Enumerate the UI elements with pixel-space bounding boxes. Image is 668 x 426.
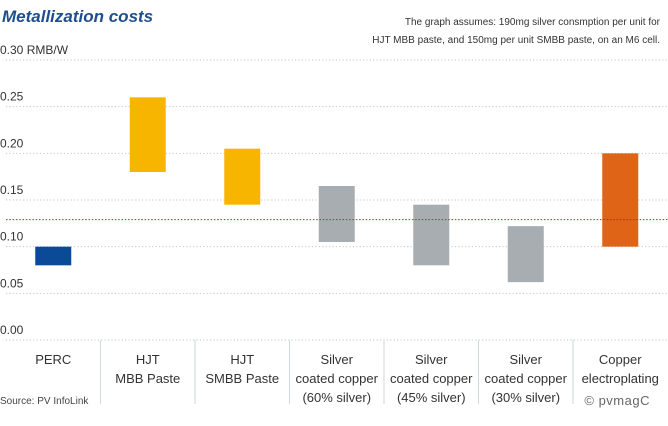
category-label: HJT MBB Paste bbox=[115, 352, 180, 386]
category-label: PERC bbox=[35, 352, 71, 367]
category-label-line: Silver bbox=[320, 352, 353, 367]
source-note: Source: PV InfoLink bbox=[0, 396, 89, 407]
category-label-line: HJT bbox=[136, 352, 160, 367]
category-label: Silver coated copper (45% silver) bbox=[390, 352, 473, 405]
y-tick-label: 0.20 bbox=[0, 136, 24, 150]
category-label-line: (45% silver) bbox=[397, 390, 466, 405]
category-label-line: SMBB Paste bbox=[205, 371, 279, 386]
y-tick-label: 0.00 bbox=[0, 323, 24, 337]
range-bar bbox=[35, 246, 72, 266]
category-label-line: coated copper bbox=[485, 371, 568, 386]
category-label: HJT SMBB Paste bbox=[205, 352, 279, 386]
range-bar bbox=[129, 97, 166, 172]
category-label-line: coated copper bbox=[390, 371, 473, 386]
category-label-line: (30% silver) bbox=[491, 390, 560, 405]
watermark-text: © pvmagC bbox=[584, 393, 650, 408]
chart-note-line-1: The graph assumes: 190mg silver consmpti… bbox=[404, 17, 660, 28]
range-bar bbox=[318, 186, 355, 242]
category-label-line: MBB Paste bbox=[115, 371, 180, 386]
range-bar bbox=[413, 204, 450, 266]
category-label-line: coated copper bbox=[296, 371, 379, 386]
y-tick-label: 0.10 bbox=[0, 230, 24, 244]
y-tick-label: 0.15 bbox=[0, 183, 24, 197]
category-label-line: HJT bbox=[230, 352, 254, 367]
range-bar bbox=[602, 153, 639, 247]
chart-title: Metallization costs bbox=[2, 7, 154, 26]
chart-note-line-2: HJT MBB paste, and 150mg per unit SMBB p… bbox=[372, 35, 660, 46]
category-label: Copper electroplating bbox=[582, 352, 659, 386]
range-bar bbox=[507, 226, 544, 283]
y-tick-label: 0.25 bbox=[0, 90, 24, 104]
chart-note: The graph assumes: 190mg silver consmpti… bbox=[350, 14, 660, 50]
category-label: Silver coated copper (30% silver) bbox=[485, 352, 568, 405]
range-bar bbox=[224, 148, 261, 205]
category-label-line: electroplating bbox=[582, 371, 659, 386]
category-label: Silver coated copper (60% silver) bbox=[296, 352, 379, 405]
category-label-line: Silver bbox=[415, 352, 448, 367]
category-label-line: Silver bbox=[509, 352, 542, 367]
y-tick-label: 0.30 RMB/W bbox=[0, 43, 69, 57]
category-label-line: PERC bbox=[35, 352, 71, 367]
category-label-line: (60% silver) bbox=[302, 390, 371, 405]
category-label-line: Copper bbox=[599, 352, 642, 367]
y-tick-label: 0.05 bbox=[0, 276, 24, 290]
